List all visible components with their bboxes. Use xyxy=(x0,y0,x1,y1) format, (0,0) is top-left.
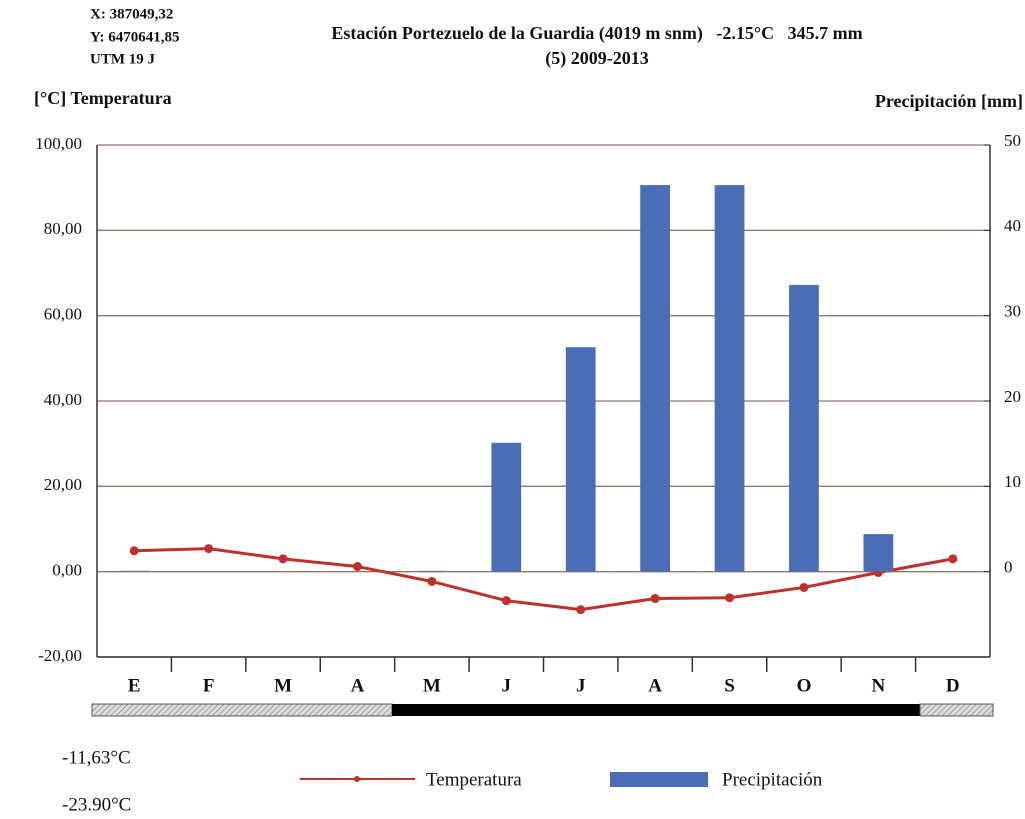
legend-label: Precipitación xyxy=(722,769,823,790)
bar xyxy=(565,347,596,572)
y-tick-label: 100,00 xyxy=(35,134,82,153)
marker xyxy=(204,544,214,554)
y2-tick-label: 50 xyxy=(1004,131,1021,150)
x-tick-label: A xyxy=(351,675,365,696)
legend-label: Temperatura xyxy=(426,769,522,790)
marker xyxy=(948,554,958,564)
bar xyxy=(863,534,894,572)
x-tick-label: F xyxy=(203,675,215,696)
x-tick-label: S xyxy=(724,675,735,696)
marker xyxy=(129,546,139,556)
bar xyxy=(119,570,150,572)
bar xyxy=(640,185,671,572)
x-tick-label: J xyxy=(502,675,512,696)
period-bar xyxy=(91,703,393,717)
marker xyxy=(799,582,809,592)
period-bar xyxy=(919,703,994,717)
marker xyxy=(278,554,288,564)
x-tick-label: J xyxy=(576,675,586,696)
legend-swatch xyxy=(610,772,708,787)
note: -11,63°C xyxy=(62,747,131,768)
y2-axis-label: Precipitación [mm] xyxy=(875,91,1023,111)
x-tick-label: M xyxy=(274,675,292,696)
y2-tick-label: 20 xyxy=(1004,387,1021,406)
marker xyxy=(576,605,586,615)
marker xyxy=(725,593,735,603)
x-tick-label: N xyxy=(872,675,886,696)
marker xyxy=(650,594,660,604)
chart-title: Estación Portezuelo de la Guardia (4019 … xyxy=(331,23,862,44)
note: -23.90°C xyxy=(62,794,131,815)
period-bar xyxy=(392,704,920,716)
legend-swatch xyxy=(354,776,360,782)
y2-tick-label: 30 xyxy=(1004,302,1021,321)
coordinate: Y: 6470641,85 xyxy=(90,29,179,45)
bar xyxy=(491,442,522,572)
y-axis-label: [°C] Temperatura xyxy=(34,88,172,108)
y-tick-label: 80,00 xyxy=(44,219,82,238)
coordinate: UTM 19 J xyxy=(90,51,155,67)
x-tick-label: M xyxy=(423,675,441,696)
y2-tick-label: 0 xyxy=(1004,558,1013,577)
bar xyxy=(416,570,447,572)
x-tick-label: A xyxy=(648,675,662,696)
bar xyxy=(789,284,819,572)
y-tick-label: -20,00 xyxy=(38,646,82,665)
coordinate: X: 387049,32 xyxy=(90,6,173,22)
marker xyxy=(501,596,511,606)
y-tick-label: 40,00 xyxy=(44,390,82,409)
x-tick-label: D xyxy=(946,675,960,696)
y-tick-label: 60,00 xyxy=(44,305,82,324)
y-tick-label: 0,00 xyxy=(52,561,82,580)
y-tick-label: 20,00 xyxy=(44,475,82,494)
x-tick-label: O xyxy=(797,675,812,696)
marker xyxy=(427,576,437,586)
y2-tick-label: 10 xyxy=(1004,472,1021,491)
y2-tick-label: 40 xyxy=(1004,216,1021,235)
temperature-line xyxy=(134,547,954,612)
x-tick-label: E xyxy=(128,675,141,696)
chart-subtitle: (5) 2009-2013 xyxy=(545,48,648,69)
marker xyxy=(352,562,362,572)
bar xyxy=(714,185,745,572)
